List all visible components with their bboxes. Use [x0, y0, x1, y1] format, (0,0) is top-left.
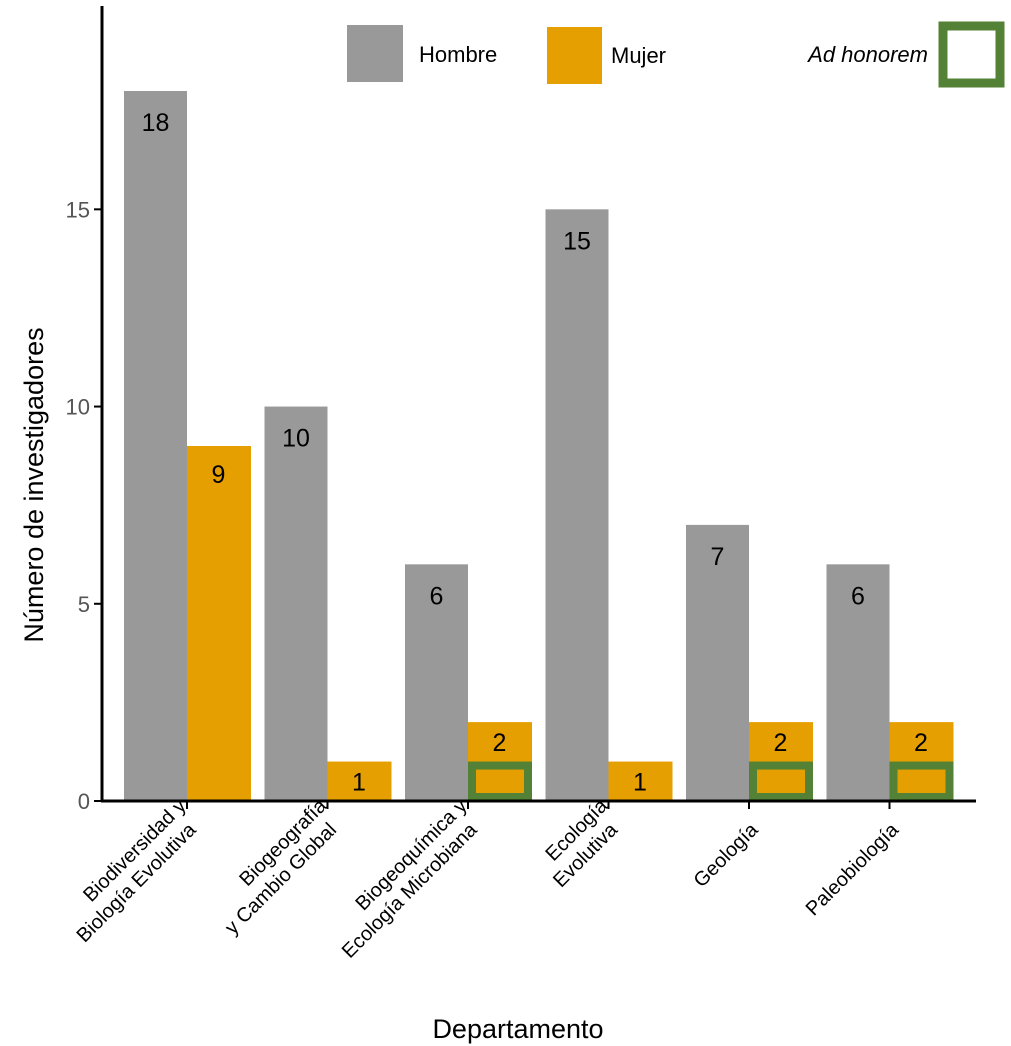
legend-swatch-ad-honorem: [938, 21, 1005, 88]
x-tick-label: EcologíaEvolutiva: [532, 794, 630, 892]
ad-honorem-outline: [889, 761, 954, 801]
value-label-mujer: 2: [914, 729, 928, 757]
bar-hombre: [405, 564, 468, 801]
bar-mujer: [468, 722, 532, 801]
bar-hombre: [264, 406, 328, 801]
bar-mujer: [327, 761, 392, 801]
y-tick-label: 10: [66, 395, 90, 420]
value-label-mujer: 9: [212, 461, 226, 489]
legend-label-hombre: Hombre: [419, 42, 497, 67]
legend-label-ad-honorem: Ad honorem: [806, 42, 928, 67]
x-tick-label: Biodiversidad yBiología Evolutiva: [56, 795, 208, 947]
bar-hombre: [124, 91, 187, 801]
bar-mujer: [749, 722, 813, 801]
x-axis-title: Departamento: [432, 1014, 603, 1044]
legend-swatch-hombre: [347, 25, 403, 82]
bar-hombre: [545, 209, 609, 802]
x-ticks-layer: Biodiversidad yBiología Evolutiva Biogeog…: [56, 794, 904, 963]
x-tick-label: Biogeografíay Cambio Global: [204, 794, 349, 939]
y-tick-label: 0: [78, 789, 90, 814]
y-tick-label: 5: [78, 592, 90, 617]
bar-mujer: [608, 761, 673, 801]
bar-mujer: [187, 446, 251, 801]
x-tick-label: Geología: [690, 818, 764, 892]
ad-honorem-outline: [468, 761, 532, 801]
bar-hombre: [826, 564, 890, 801]
ad-honorem-layer: [468, 761, 954, 801]
legend: Hombre Mujer Ad honorem: [347, 21, 1005, 88]
y-tick-label: 15: [66, 197, 90, 222]
value-label-mujer: 1: [633, 769, 647, 797]
axes-layer: [100, 6, 976, 803]
value-label-hombre: 10: [282, 425, 310, 453]
ad-honorem-outline: [749, 761, 813, 801]
legend-swatch-mujer: [547, 27, 602, 84]
bar-mujer: [889, 722, 954, 801]
value-label-hombre: 6: [430, 582, 444, 610]
bar-hombre: [686, 524, 749, 801]
value-label-hombre: 7: [711, 543, 725, 571]
value-label-hombre: 18: [142, 109, 170, 137]
y-axis-title: Número de investigadores: [19, 327, 49, 642]
value-label-hombre: 15: [563, 227, 591, 255]
value-label-mujer: 1: [352, 769, 366, 797]
legend-label-mujer: Mujer: [611, 43, 666, 68]
bars-layer: [124, 91, 954, 802]
value-label-mujer: 2: [774, 729, 788, 757]
x-tick-label: Biogeoquímica yEcología Microbiana: [321, 795, 489, 963]
value-label-mujer: 2: [493, 729, 507, 757]
value-labels-layer: 18 9 10 1 6 2 15 1 7 2 6 2: [142, 109, 928, 797]
y-ticks-layer: 0 5 10 15: [66, 197, 102, 814]
value-label-hombre: 6: [851, 582, 865, 610]
x-tick-label: Paleobiología: [802, 818, 904, 920]
